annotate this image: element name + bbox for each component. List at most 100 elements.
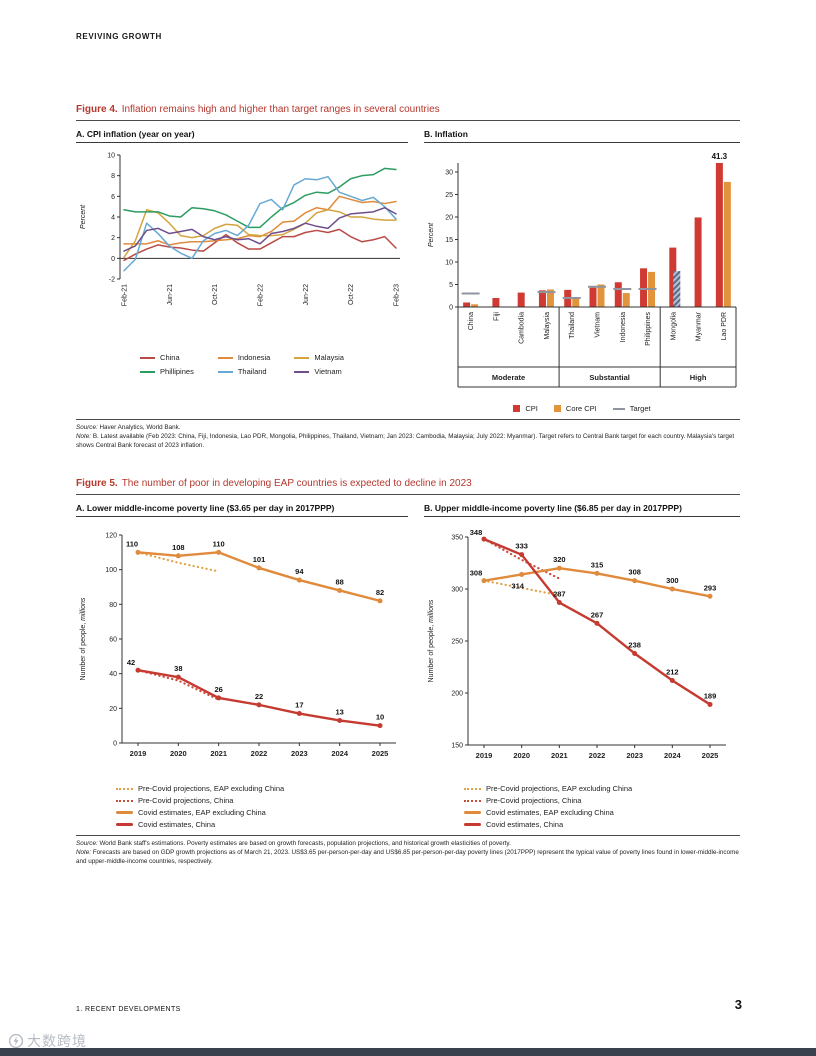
legend-marker-square-icon — [553, 405, 561, 412]
svg-text:320: 320 — [553, 555, 566, 564]
inflation-bar-legend: CPI Core CPI Target — [424, 404, 740, 413]
legend-marker-dotted-icon — [116, 799, 133, 802]
source-label: Source: — [76, 840, 98, 847]
svg-text:80: 80 — [109, 602, 117, 609]
svg-text:Moderate: Moderate — [492, 373, 525, 382]
svg-text:250: 250 — [451, 639, 463, 646]
figure5-section: Figure 5. The number of poor in developin… — [76, 478, 740, 866]
figure4-panel-a: A. CPI inflation (year on year) -2 0 2 4 6 8 1… — [76, 129, 408, 376]
legend-item: Vietnam — [294, 367, 344, 376]
legend-marker-line-icon — [294, 356, 310, 359]
svg-text:267: 267 — [591, 610, 604, 619]
inflation-bar-chart: 0 5 10 15 20 25 30 Percent China Fiji Cambodia Mala… — [428, 152, 737, 388]
figure5-panel-b: B. Upper middle-income poverty line ($6.… — [424, 503, 740, 829]
svg-text:Fiji: Fiji — [493, 312, 500, 321]
svg-text:2025: 2025 — [372, 749, 389, 758]
figure5-title: The number of poor in developing EAP cou… — [121, 478, 472, 489]
svg-text:2025: 2025 — [702, 751, 719, 760]
legend-marker-thick-icon — [116, 811, 133, 814]
legend-label: Target — [629, 404, 651, 413]
figure5-notes: Source: World Bank staff's estimations. … — [76, 839, 740, 866]
svg-text:120: 120 — [105, 533, 117, 540]
svg-text:314: 314 — [511, 581, 524, 590]
legend-item: Phillipines — [140, 367, 194, 376]
svg-text:-2: -2 — [109, 277, 115, 284]
legend-label: Covid estimates, China — [486, 820, 564, 829]
legend-label: Pre-Covid projections, China — [486, 796, 582, 805]
svg-text:300: 300 — [451, 587, 463, 594]
svg-text:Malaysia: Malaysia — [544, 312, 551, 340]
svg-text:100: 100 — [105, 567, 117, 574]
svg-text:110: 110 — [213, 539, 225, 548]
legend-item: Pre-Covid projections, EAP excluding Chi… — [464, 784, 740, 793]
svg-text:Percent: Percent — [80, 204, 87, 229]
svg-text:Percent: Percent — [428, 222, 435, 247]
svg-text:110: 110 — [126, 539, 138, 548]
legend-item: Core CPI — [553, 404, 597, 413]
svg-text:0: 0 — [111, 256, 115, 263]
figure4-label: Figure 4. — [76, 104, 118, 115]
svg-text:82: 82 — [376, 588, 384, 597]
figure5-panel-a-title: A. Lower middle-income poverty line ($3.… — [76, 503, 408, 517]
svg-text:Vietnam: Vietnam — [595, 312, 602, 338]
legend-item: Pre-Covid projections, EAP excluding Chi… — [116, 784, 408, 793]
svg-text:6: 6 — [111, 194, 115, 201]
svg-text:30: 30 — [445, 170, 453, 177]
running-header: REVIVING GROWTH — [76, 32, 162, 41]
legend-marker-square-icon — [513, 405, 521, 412]
svg-text:60: 60 — [109, 637, 117, 644]
svg-text:8: 8 — [111, 173, 115, 180]
poverty-upper-line-chart: 150 200 250 300 350 Number of people, million… — [428, 528, 726, 760]
legend-marker-line-icon — [140, 356, 156, 359]
legend-marker-line-icon — [217, 370, 233, 373]
svg-text:Thailand: Thailand — [569, 312, 576, 339]
figure5-note: Note: Forecasts are based on GDP growth … — [76, 848, 740, 866]
svg-text:17: 17 — [295, 701, 303, 710]
svg-text:22: 22 — [255, 692, 263, 701]
svg-text:300: 300 — [666, 576, 679, 585]
figure4-panel-b-title: B. Inflation — [424, 129, 740, 143]
svg-text:Lao PDR: Lao PDR — [721, 312, 728, 340]
svg-text:Feb-22: Feb-22 — [258, 284, 265, 306]
cpi-inflation-line-chart: -2 0 2 4 6 8 10 Percent Feb-21 Jun-21 Oct-21 Feb-22… — [80, 153, 401, 307]
svg-text:Number of people, millions: Number of people, millions — [428, 599, 435, 682]
svg-text:287: 287 — [553, 590, 566, 599]
svg-text:Cambodia: Cambodia — [519, 312, 526, 344]
svg-text:10: 10 — [376, 713, 384, 722]
svg-text:41.3: 41.3 — [712, 152, 728, 161]
figure5-panels: A. Lower middle-income poverty line ($3.… — [76, 503, 740, 829]
legend-label: Covid estimates, China — [138, 820, 216, 829]
svg-text:2019: 2019 — [130, 749, 147, 758]
svg-text:2019: 2019 — [476, 751, 493, 760]
svg-text:333: 333 — [515, 542, 528, 551]
legend-marker-dotted-icon — [116, 787, 133, 790]
legend-marker-line-icon — [217, 356, 233, 359]
legend-label: Vietnam — [314, 367, 342, 376]
svg-text:238: 238 — [628, 640, 641, 649]
svg-text:2024: 2024 — [664, 751, 682, 760]
legend-item: Target — [612, 404, 651, 413]
figure4-panel-b: B. Inflation 0 5 10 15 20 25 30 Percent China Fij… — [424, 129, 740, 413]
legend-marker-thick-icon — [464, 811, 481, 814]
legend-marker-dotted-icon — [464, 799, 481, 802]
legend-marker-line-icon — [140, 370, 156, 373]
svg-text:5: 5 — [449, 282, 453, 289]
svg-text:2021: 2021 — [210, 749, 227, 758]
svg-text:10: 10 — [107, 153, 115, 160]
svg-text:2023: 2023 — [291, 749, 308, 758]
svg-text:2022: 2022 — [589, 751, 606, 760]
note-text: Forecasts are based on GDP growth projec… — [76, 849, 739, 866]
legend-label: China — [160, 353, 180, 362]
svg-text:4: 4 — [111, 215, 115, 222]
footer-section-label: 1. RECENT DEVELOPMENTS — [76, 1006, 181, 1013]
figure5-label: Figure 5. — [76, 478, 118, 489]
watermark: 大数跨境 — [8, 1031, 87, 1051]
figure4-title: Inflation remains high and higher than t… — [121, 104, 440, 115]
legend-label: CPI — [525, 404, 538, 413]
svg-text:150: 150 — [451, 743, 463, 750]
figure4-panel-a-title: A. CPI inflation (year on year) — [76, 129, 408, 143]
svg-text:200: 200 — [451, 691, 463, 698]
legend-label: Pre-Covid projections, EAP excluding Chi… — [486, 784, 633, 793]
svg-text:2024: 2024 — [331, 749, 349, 758]
svg-text:13: 13 — [335, 707, 343, 716]
